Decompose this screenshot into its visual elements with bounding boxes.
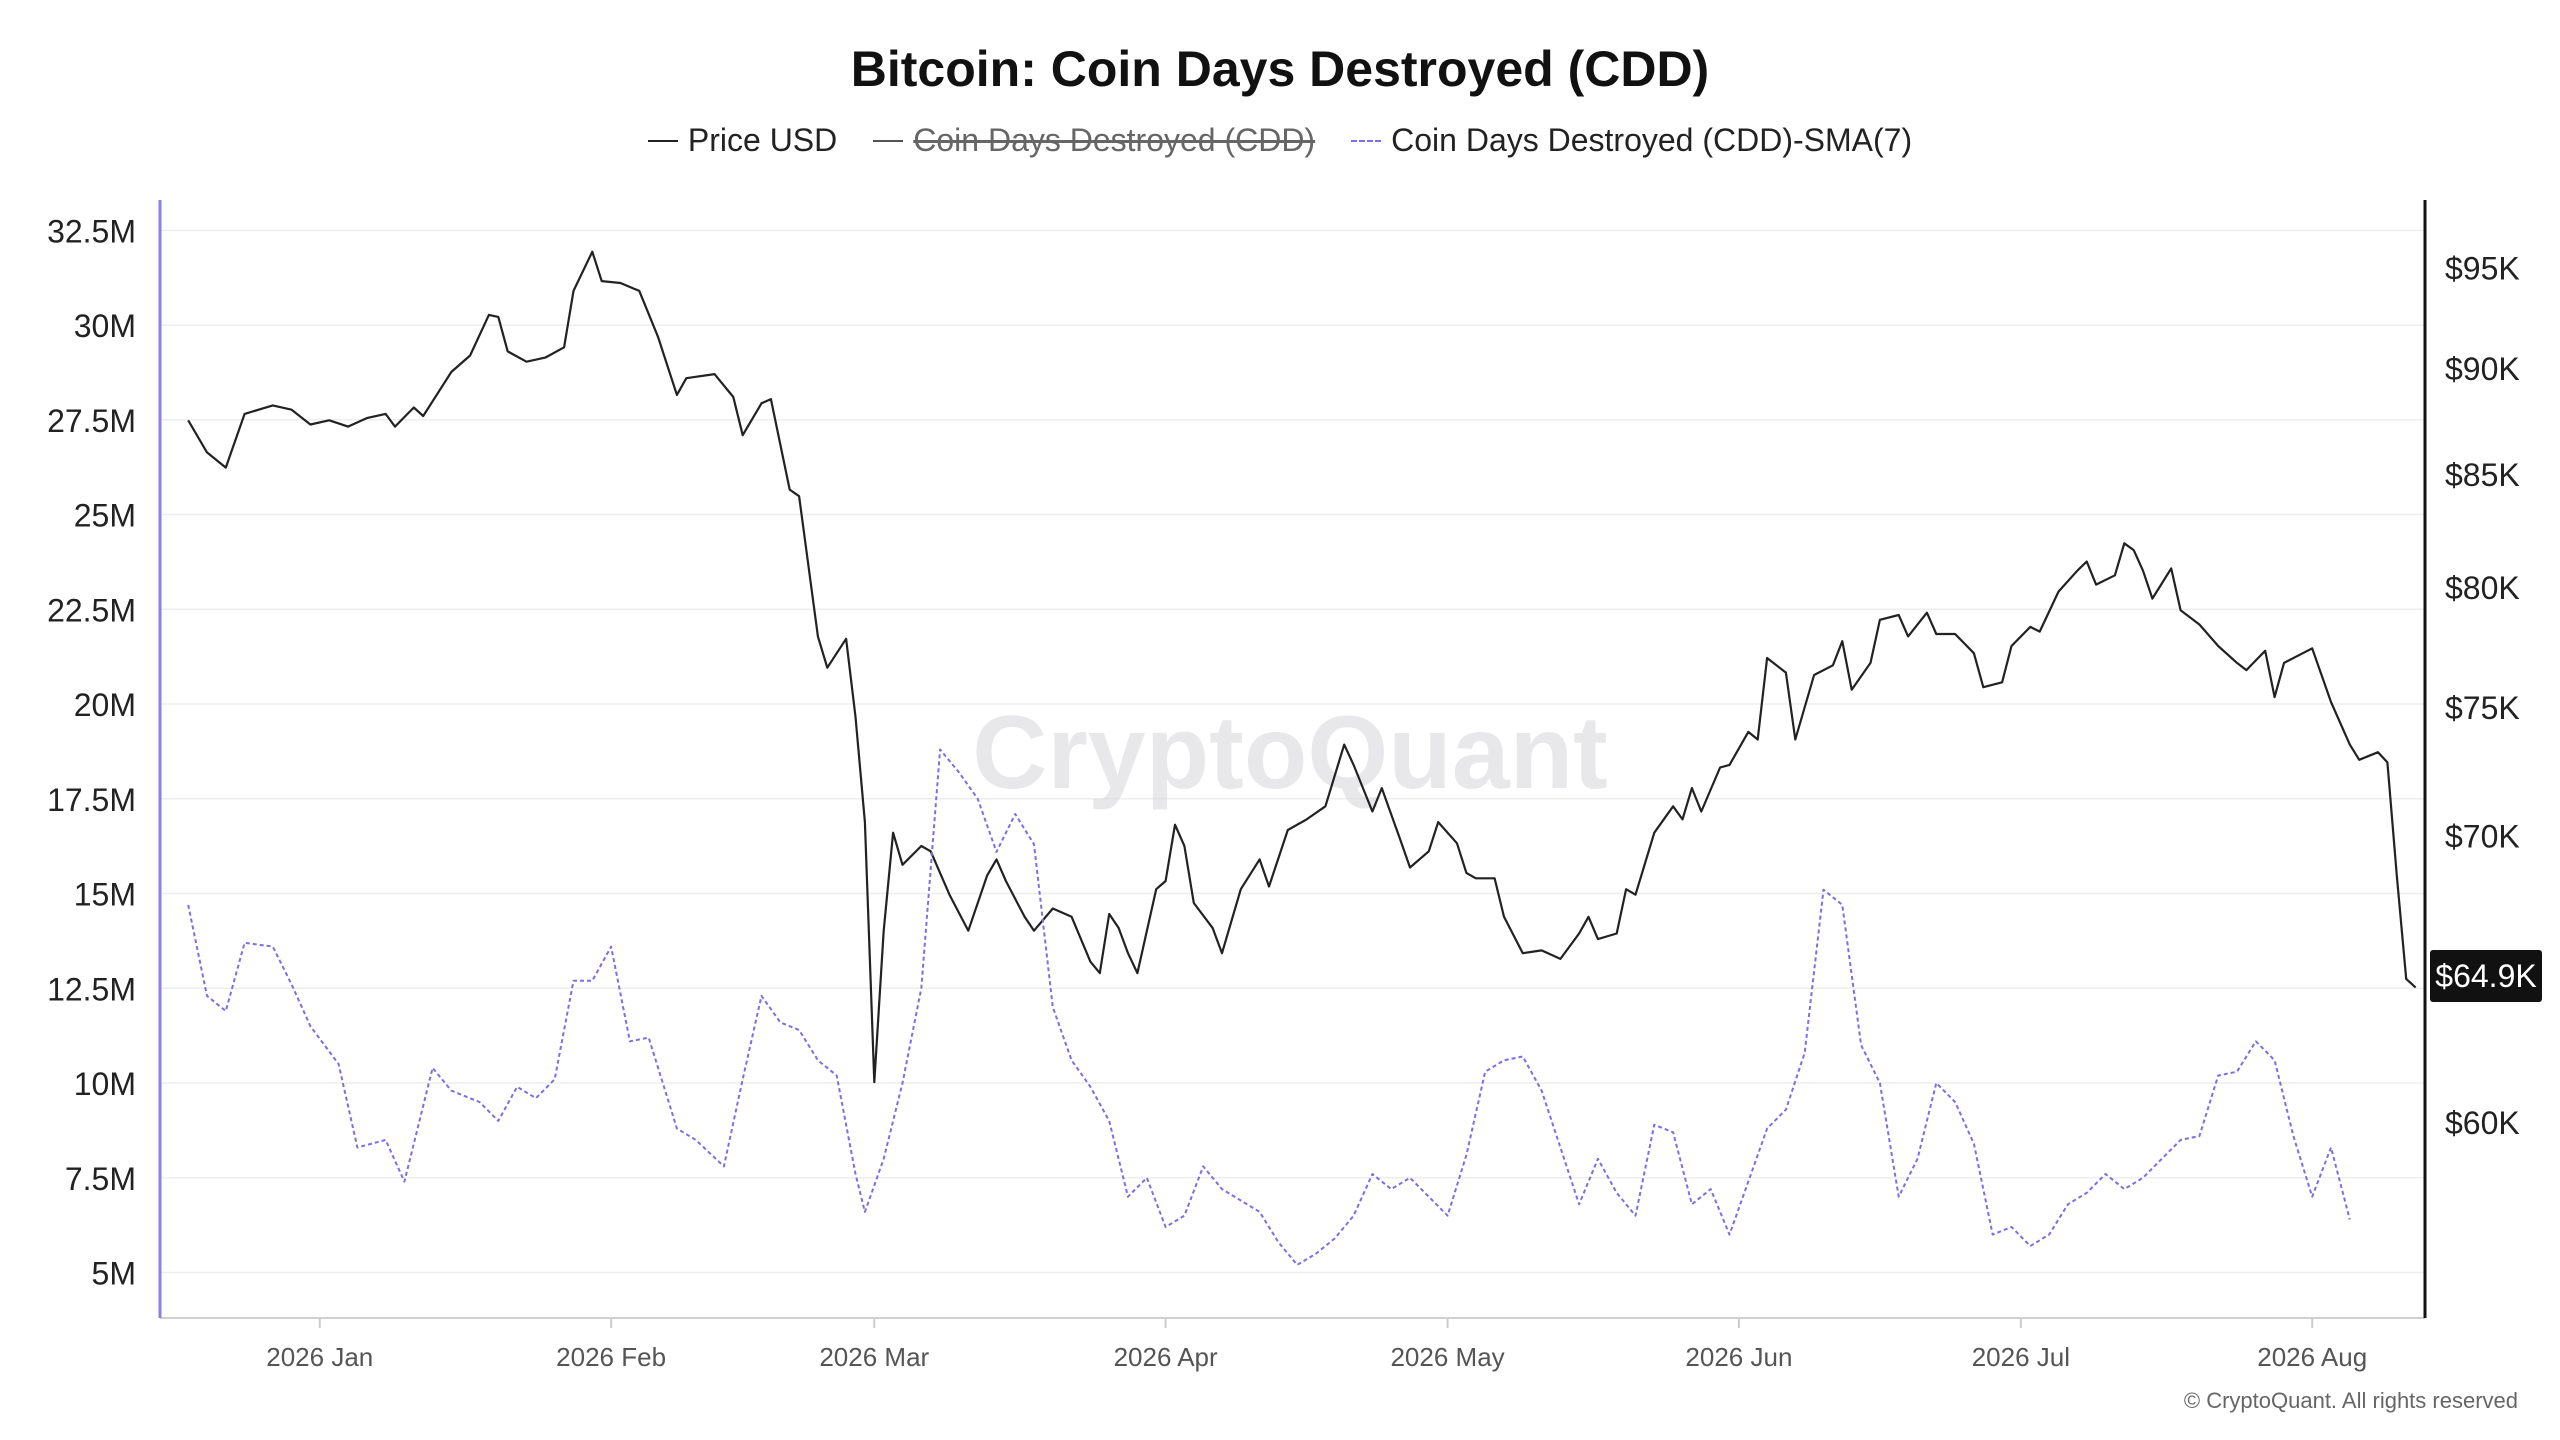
y-right-tick-label: $60K [2445, 1105, 2520, 1141]
y-right-tick-label: $85K [2445, 457, 2520, 493]
legend-item-price[interactable]: Price USD [647, 122, 838, 159]
axis-labels: 5M 7.5M 10M 12.5M 15M 17.5M 20M 22.5M 25M 27.5M 30… [47, 213, 2542, 1372]
grid [160, 229, 2425, 1274]
current-price-label: $64.9K [2435, 958, 2536, 994]
x-tick-label: 2026 Feb [556, 1342, 666, 1372]
y-right-tick-label: $70K [2445, 818, 2520, 854]
y-left-tick-label: 20M [74, 687, 136, 723]
series-line-price-usd [187, 250, 2417, 1084]
y-right-tick-label: $75K [2445, 690, 2520, 726]
y-left-tick-label: 30M [74, 308, 136, 344]
y-left-tick-label: 17.5M [47, 782, 136, 818]
y-left-tick-label: 25M [74, 498, 136, 534]
axes [158, 200, 2427, 1328]
y-left-tick-label: 12.5M [47, 971, 136, 1007]
x-tick-label: 2026 Jan [266, 1342, 373, 1372]
legend-swatch-price [647, 139, 678, 142]
y-left-tick-label: 5M [92, 1256, 136, 1292]
y-left-tick-label: 27.5M [47, 403, 136, 439]
legend-item-cdd-sma[interactable]: Coin Days Destroyed (CDD)-SMA(7) [1351, 122, 1912, 159]
x-tick-label: 2026 Mar [819, 1342, 929, 1372]
copyright-footer: © CryptoQuant. All rights reserved [2183, 1388, 2518, 1413]
current-price-badge [2430, 950, 2542, 1003]
watermark: CryptoQuant [972, 695, 1608, 811]
legend-label-cdd: Coin Days Destroyed (CDD) [913, 122, 1316, 158]
y-right-tick-label: $90K [2445, 351, 2520, 387]
y-left-tick-label: 7.5M [65, 1161, 136, 1197]
x-tick-label: 2026 Apr [1114, 1342, 1218, 1372]
legend-swatch-cdd-sma [1351, 139, 1382, 142]
x-tick-label: 2026 May [1390, 1342, 1504, 1372]
legend-swatch-cdd [873, 139, 904, 142]
y-right-tick-label: $80K [2445, 570, 2520, 606]
legend-item-cdd[interactable]: Coin Days Destroyed (CDD) [873, 122, 1315, 159]
y-left-tick-label: 10M [74, 1066, 136, 1102]
series-layer [187, 250, 2417, 1266]
y-right-tick-label: $95K [2445, 250, 2520, 286]
y-left-tick-label: 15M [74, 877, 136, 913]
legend-label-cdd-sma: Coin Days Destroyed (CDD)-SMA(7) [1391, 122, 1913, 158]
legend: Price USD Coin Days Destroyed (CDD) Coin… [0, 122, 2560, 159]
x-tick-label: 2026 Aug [2257, 1342, 2367, 1372]
y-left-tick-label: 32.5M [47, 213, 136, 249]
x-tick-label: 2026 Jul [1972, 1342, 2070, 1372]
x-tick-label: 2026 Jun [1685, 1342, 1792, 1372]
chart-title: Bitcoin: Coin Days Destroyed (CDD) [850, 41, 1710, 97]
legend-label-price: Price USD [687, 122, 838, 158]
series-line-cdd-sma7 [187, 748, 2351, 1266]
y-left-tick-label: 22.5M [47, 592, 136, 628]
